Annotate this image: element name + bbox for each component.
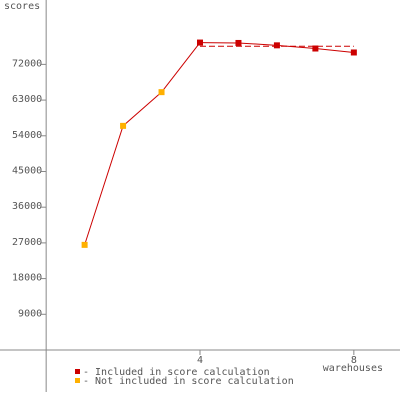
- y-axis-label: scores: [4, 1, 40, 12]
- point: [350, 49, 357, 56]
- y-tick-label: 18000: [12, 273, 42, 284]
- series-line: [84, 91, 162, 246]
- point: [235, 39, 242, 46]
- y-tick-label: 36000: [12, 201, 42, 212]
- series-connector: [161, 42, 201, 93]
- point: [197, 39, 203, 46]
- x-tick-label: 4: [197, 355, 203, 366]
- x-axis-label: warehouses: [323, 363, 383, 374]
- y-tick-label: 54000: [12, 130, 42, 141]
- y-tick-label: 27000: [12, 237, 42, 248]
- y-tick-label: 9000: [18, 308, 42, 319]
- point: [312, 45, 319, 52]
- point: [273, 42, 280, 49]
- legend-swatch: [75, 378, 80, 383]
- y-tick-label: 72000: [12, 58, 42, 69]
- legend-label: - Included in score calculation: [83, 367, 270, 378]
- legend-label: - Not included in score calculation: [83, 376, 294, 387]
- y-tick-label: 45000: [12, 165, 42, 176]
- y-tick-label: 63000: [12, 94, 42, 105]
- legend-swatch: [75, 369, 80, 374]
- point: [120, 122, 127, 129]
- x-tick-label: 8: [351, 355, 357, 366]
- point: [81, 241, 88, 248]
- point: [158, 89, 165, 96]
